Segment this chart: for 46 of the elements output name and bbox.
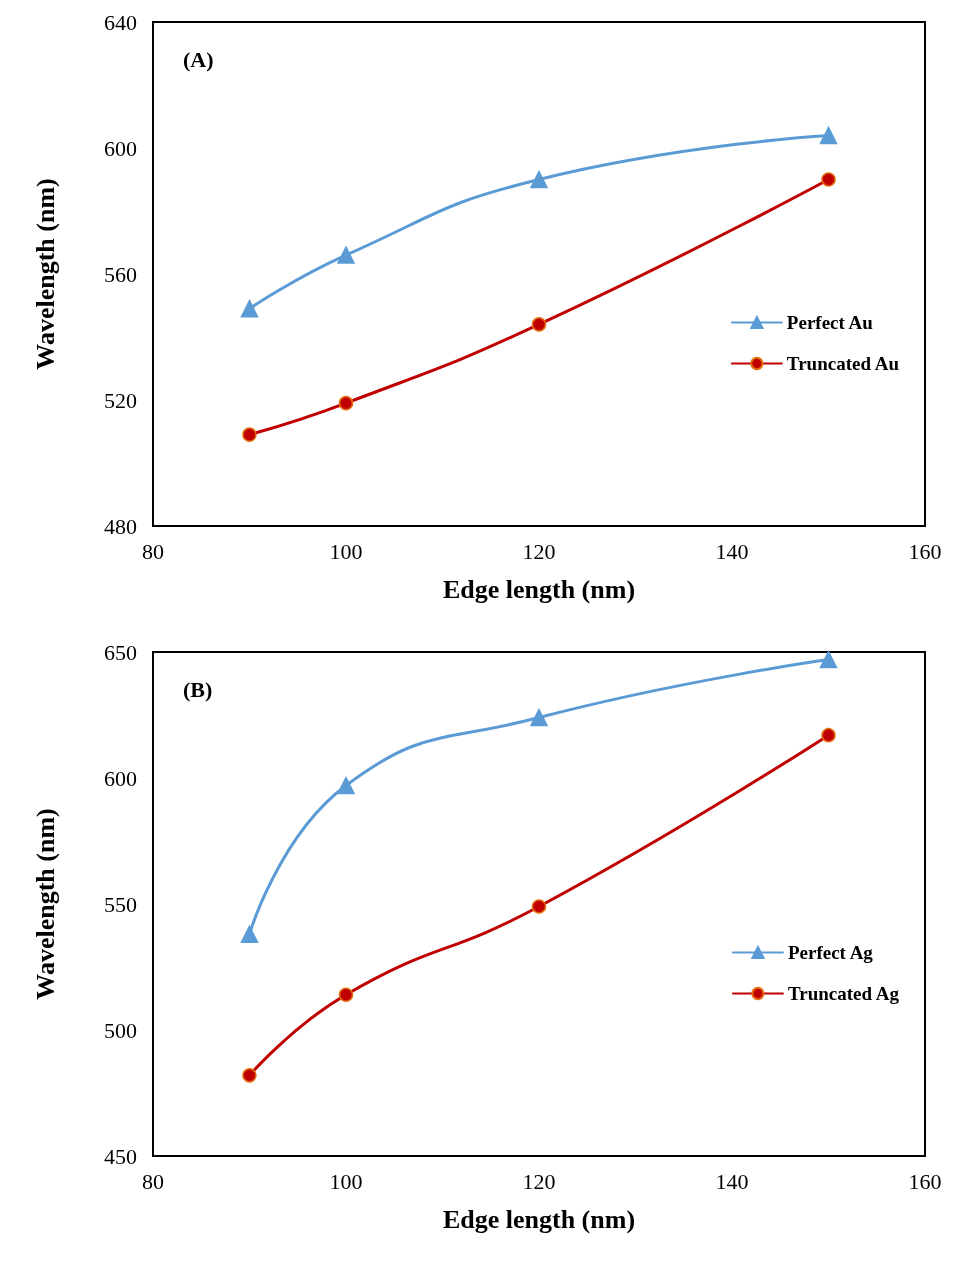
point: [337, 776, 355, 795]
point: [530, 170, 548, 189]
x-tick-label: 120: [522, 1168, 556, 1194]
legend-label: Truncated Ag: [787, 983, 900, 1004]
y-tick-label: 550: [104, 891, 137, 917]
y-tick-label: 600: [104, 765, 137, 791]
x-tick-label: 160: [908, 1168, 942, 1194]
y-tick-label: 640: [104, 9, 137, 35]
y-tick-label: 650: [104, 639, 137, 665]
point: [531, 899, 547, 914]
y-tick-label: 520: [104, 387, 137, 413]
point: [240, 299, 259, 318]
y-tick-label: 600: [104, 135, 137, 161]
point: [338, 395, 354, 411]
point: [821, 172, 836, 187]
point: [240, 925, 259, 943]
point: [819, 650, 838, 669]
x-tick-label: 160: [908, 538, 942, 564]
y-axis-title: Wavelength (nm): [30, 808, 60, 1000]
point: [337, 246, 355, 264]
point: [338, 987, 354, 1002]
annotation: (B): [183, 676, 213, 702]
x-tick-label: 140: [715, 1168, 749, 1194]
point: [242, 427, 257, 442]
x-tick-label: 140: [715, 538, 749, 564]
x-axis-title: Edge length (nm): [442, 1204, 636, 1234]
x-tick-label: 80: [142, 538, 164, 564]
y-axis-title: Wavelength (nm): [30, 178, 60, 370]
y-tick-label: 480: [104, 513, 137, 539]
point: [821, 727, 836, 743]
y-tick-label: 450: [104, 1143, 137, 1169]
x-axis-title: Edge length (nm): [442, 574, 636, 604]
x-tick-label: 80: [142, 1168, 164, 1194]
x-tick-label: 100: [329, 538, 363, 564]
legend-label: Truncated Au: [786, 353, 900, 374]
point: [242, 1068, 257, 1083]
annotation: (A): [183, 46, 214, 72]
x-tick-label: 120: [522, 538, 556, 564]
legend-label: Perfect Au: [786, 312, 874, 333]
point: [530, 708, 548, 727]
legend-label: Perfect Ag: [787, 942, 874, 963]
y-tick-label: 560: [104, 261, 137, 287]
point: [531, 317, 547, 332]
point: [819, 126, 838, 145]
x-tick-label: 100: [329, 1168, 363, 1194]
y-tick-label: 500: [104, 1017, 137, 1043]
